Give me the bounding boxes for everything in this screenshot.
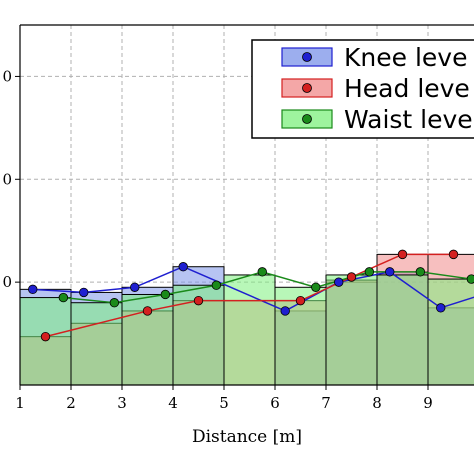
point-s2-8 (466, 274, 474, 284)
point-s0-7 (436, 303, 446, 313)
y-tick-label-2: 0 (2, 67, 12, 85)
point-s0-2 (130, 282, 140, 292)
point-s1-0 (40, 331, 51, 342)
tick-labels: 1234567891000 (2, 67, 433, 412)
y-tick-label-1: 0 (2, 170, 12, 188)
bin-s2-6 (325, 274, 378, 386)
bin-s2-7 (376, 274, 429, 386)
legend-marker-2 (302, 114, 312, 124)
point-s2-3 (211, 280, 222, 290)
point-s2-6 (364, 267, 375, 277)
x-tick-label-5: 6 (270, 394, 280, 412)
x-tick-label-7: 8 (372, 394, 382, 412)
axes (15, 24, 474, 390)
point-s0-0 (28, 284, 38, 295)
legend-label-0: Knee leve (344, 43, 467, 72)
point-s0-5 (334, 277, 344, 287)
x-axis-label: Distance [m] (192, 427, 302, 447)
point-s1-5 (397, 249, 408, 260)
histogram-bins (19, 253, 474, 386)
point-s1-6 (448, 249, 459, 260)
x-tick-label-0: 1 (15, 394, 25, 412)
series-points (28, 249, 474, 342)
bin-s2-1 (70, 302, 123, 386)
bin-s2-4 (223, 274, 276, 386)
legend-marker-0 (302, 52, 312, 62)
point-s2-0 (58, 292, 69, 303)
legend-label-2: Waist leve (344, 105, 473, 134)
x-tick-label-6: 7 (321, 394, 331, 412)
x-tick-label-1: 2 (66, 394, 76, 412)
point-s2-4 (257, 267, 267, 277)
bin-s2-8 (427, 278, 474, 386)
legend-marker-1 (302, 83, 312, 93)
point-s1-1 (142, 306, 153, 316)
point-s0-3 (178, 262, 188, 272)
point-s2-7 (415, 267, 426, 277)
point-s1-4 (346, 272, 357, 282)
point-s2-1 (109, 298, 120, 308)
x-tick-label-8: 9 (423, 394, 433, 412)
y-tick-label-0: 0 (2, 273, 12, 291)
legend-label-1: Head leve (344, 74, 470, 103)
point-s1-2 (193, 295, 204, 306)
point-s0-1 (79, 287, 89, 298)
point-s0-6 (385, 267, 395, 277)
point-s1-3 (295, 295, 306, 306)
point-s0-4 (280, 306, 290, 316)
x-tick-label-3: 4 (168, 394, 178, 412)
point-s2-5 (311, 282, 321, 292)
x-tick-label-2: 3 (117, 394, 127, 412)
x-tick-label-4: 5 (219, 394, 229, 412)
point-s2-2 (160, 289, 171, 300)
